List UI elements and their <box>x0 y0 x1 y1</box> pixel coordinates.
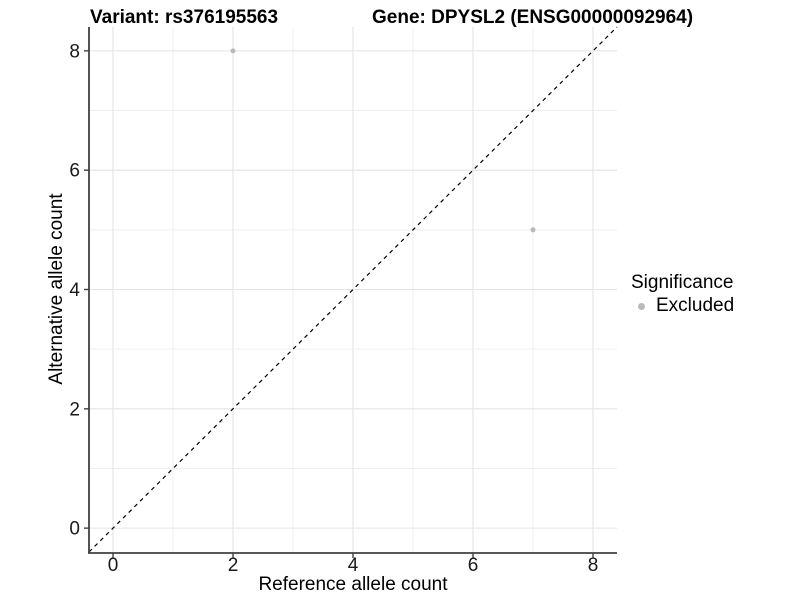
legend: Significance Excluded <box>631 272 734 317</box>
x-tick-label: 0 <box>108 555 119 576</box>
data-point <box>230 48 236 54</box>
y-tick-label: 2 <box>69 399 80 420</box>
legend-title: Significance <box>631 272 734 293</box>
y-tick-label: 6 <box>69 161 80 182</box>
legend-items: Excluded <box>631 295 734 317</box>
y-tick-label: 4 <box>69 280 80 301</box>
x-axis-title: Reference allele count <box>258 574 448 595</box>
x-tick-label: 8 <box>588 555 599 576</box>
plot-title-variant: Variant: rs376195563 <box>90 7 279 28</box>
x-tick-label: 2 <box>228 555 239 576</box>
x-tick-label: 4 <box>348 555 359 576</box>
x-tick-label: 6 <box>468 555 479 576</box>
y-tick-label: 0 <box>69 519 80 540</box>
legend-key <box>631 296 651 316</box>
y-tick-label: 8 <box>69 41 80 62</box>
legend-entry: Excluded <box>631 295 734 317</box>
plot-title-gene: Gene: DPYSL2 (ENSG00000092964) <box>372 7 694 28</box>
y-axis-title: Alternative allele count <box>46 193 67 385</box>
legend-point-icon <box>637 302 645 310</box>
legend-entry-label: Excluded <box>656 295 735 316</box>
data-point <box>530 227 536 233</box>
